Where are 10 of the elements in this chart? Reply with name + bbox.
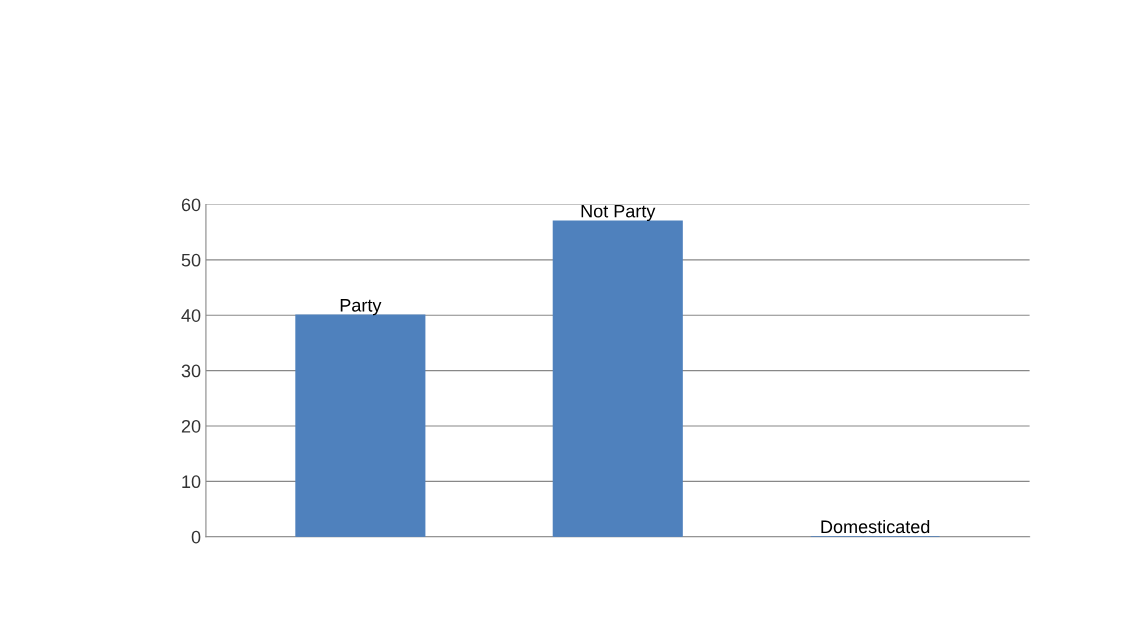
- y-tick-label: 10: [182, 475, 201, 489]
- x-tick-label: Not Party: [581, 204, 656, 222]
- y-tick-label: 0: [191, 530, 201, 544]
- y-tick-label: 40: [181, 309, 201, 322]
- x-tick-label: Domesticated: [821, 519, 930, 534]
- x-tick-label: Party: [340, 299, 382, 316]
- y-tick-label: 30: [181, 364, 201, 378]
- y-tick-label: 50: [181, 253, 201, 267]
- y-tick-label: 20: [181, 419, 201, 433]
- y-tick-label: 60: [181, 198, 201, 212]
